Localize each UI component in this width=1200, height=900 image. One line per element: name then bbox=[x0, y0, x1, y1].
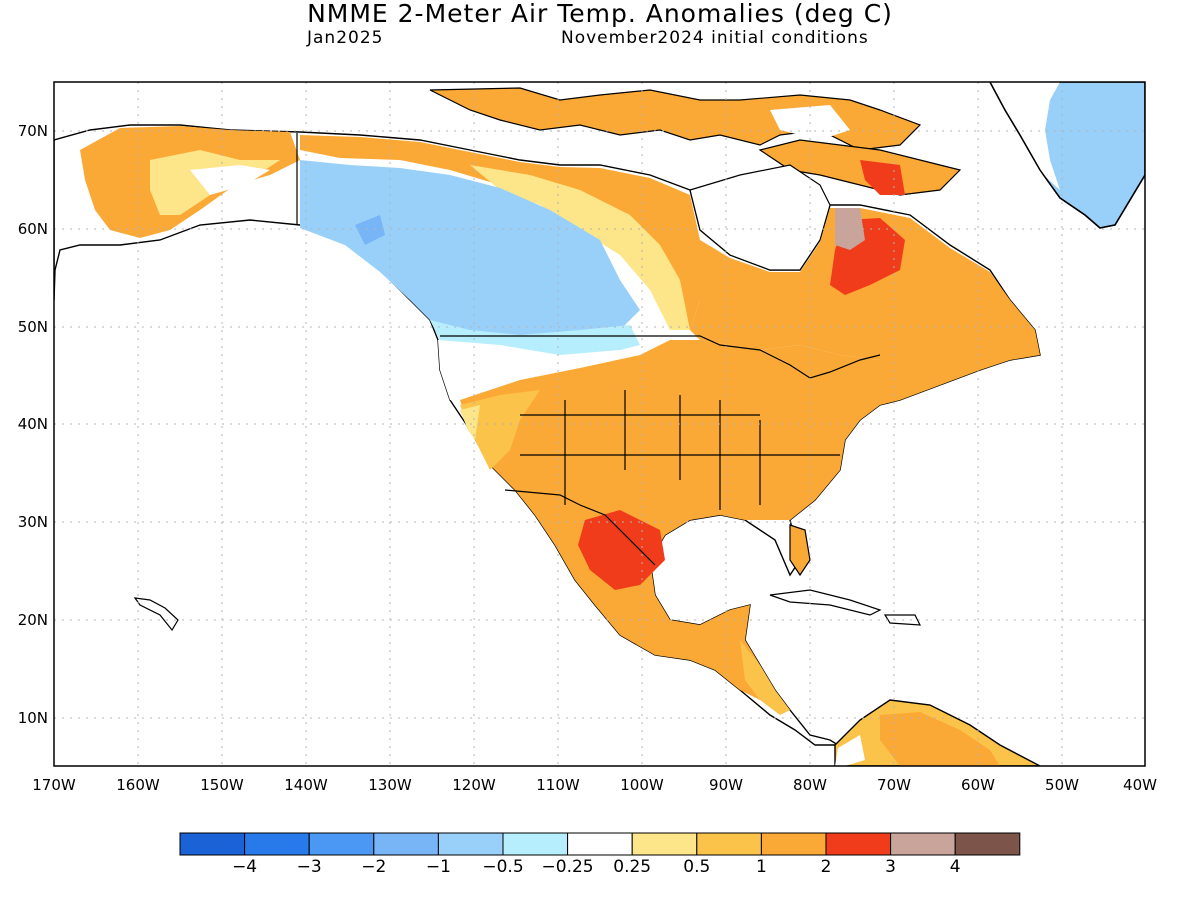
colorbar-swatch bbox=[890, 832, 956, 856]
lat-label: 60N bbox=[18, 220, 48, 238]
colorbar-label: −0.25 bbox=[542, 857, 594, 877]
hudson-bay bbox=[689, 164, 831, 271]
lon-label: 70W bbox=[877, 776, 911, 794]
colorbar-swatch bbox=[760, 832, 827, 856]
colorbar-swatch bbox=[631, 832, 698, 856]
lon-label: 50W bbox=[1045, 776, 1079, 794]
hawaii bbox=[133, 597, 179, 632]
central-america-light-anomaly bbox=[740, 640, 790, 715]
south-america-warm-anomaly bbox=[880, 712, 1000, 766]
forecast-month: Jan2025 bbox=[307, 28, 384, 48]
baffin-island bbox=[758, 139, 962, 196]
lon-label: 140W bbox=[284, 776, 328, 794]
colorbar-label: 0.25 bbox=[613, 857, 651, 877]
cold-core bbox=[355, 215, 385, 245]
lon-label: 90W bbox=[709, 776, 743, 794]
colorbar-swatch bbox=[308, 832, 375, 856]
lat-label: 10N bbox=[18, 709, 48, 727]
lat-label: 30N bbox=[18, 513, 48, 531]
colorbar-swatch bbox=[954, 832, 1021, 856]
initial-conditions: November2024 initial conditions bbox=[561, 28, 869, 48]
colorbar-swatch bbox=[502, 832, 569, 856]
colorbar-label: −3 bbox=[297, 857, 322, 877]
lat-label: 40N bbox=[18, 415, 48, 433]
greenland-coastline bbox=[989, 82, 1145, 229]
lon-label: 110W bbox=[536, 776, 580, 794]
colorbar-swatch bbox=[567, 832, 633, 856]
colorbar-label: −0.5 bbox=[482, 857, 523, 877]
chart-title: NMME 2-Meter Air Temp. Anomalies (deg C) bbox=[307, 0, 893, 28]
lat-label: 20N bbox=[18, 611, 48, 629]
colorbar-label: 2 bbox=[821, 857, 832, 877]
colorbar-swatch bbox=[696, 832, 762, 856]
colorbar-swatch bbox=[244, 832, 310, 856]
alaska-white-anomaly bbox=[190, 165, 270, 195]
gridlines bbox=[54, 82, 1145, 766]
lon-label: 150W bbox=[200, 776, 244, 794]
pacific-northwest-neutral bbox=[438, 340, 640, 405]
south-america-white-patch bbox=[835, 735, 865, 766]
colorbar-label: −4 bbox=[232, 857, 257, 877]
colorbar-swatch bbox=[373, 832, 439, 856]
arctic-coast-warm-anomaly bbox=[300, 135, 700, 330]
us-yellow-anomaly bbox=[460, 405, 480, 440]
colorbar-label: −2 bbox=[361, 857, 386, 877]
colorbar-label: −1 bbox=[426, 857, 451, 877]
us-light-warm-anomaly bbox=[460, 390, 540, 470]
texas-hot-anomaly bbox=[578, 510, 665, 590]
lon-label: 160W bbox=[116, 776, 160, 794]
lon-label: 40W bbox=[1123, 776, 1157, 794]
lon-label: 100W bbox=[620, 776, 664, 794]
colorbar-label: 4 bbox=[950, 857, 961, 877]
lat-label: 50N bbox=[18, 318, 48, 336]
lon-label: 120W bbox=[452, 776, 496, 794]
cuba bbox=[769, 589, 882, 616]
lon-label: 130W bbox=[368, 776, 412, 794]
lon-label: 80W bbox=[793, 776, 827, 794]
plot-frame bbox=[53, 81, 1146, 767]
eastern-canada-warm-anomaly bbox=[690, 208, 1040, 405]
lon-label: 60W bbox=[961, 776, 995, 794]
lon-label: 170W bbox=[32, 776, 76, 794]
arctic-coast-light-anomaly bbox=[470, 165, 690, 330]
colorbar-swatch bbox=[179, 832, 246, 856]
arctic-islands bbox=[429, 87, 922, 151]
lat-label: 70N bbox=[18, 122, 48, 140]
labrador-max-anomaly bbox=[835, 208, 865, 250]
baffin-hot-spot bbox=[860, 160, 905, 195]
longitude-labels: 170W 160W 150W 140W 130W 120W 110W 100W … bbox=[32, 776, 1157, 794]
florida-peninsula bbox=[789, 524, 811, 577]
greenland-white-coast bbox=[990, 82, 1060, 190]
latitude-labels: 70N 60N 50N 40N 30N 20N 10N bbox=[18, 122, 48, 727]
colorbar-label: 3 bbox=[885, 857, 896, 877]
colorbar: −4 −3 −2 −1 −0.5 −0.25 0.25 0.5 1 2 3 4 bbox=[179, 832, 1021, 877]
colorbar-swatch bbox=[825, 832, 892, 856]
political-boundaries bbox=[296, 133, 881, 566]
colorbar-label: 1 bbox=[756, 857, 767, 877]
western-canada-cold-anomaly bbox=[300, 160, 640, 345]
colorbar-swatch bbox=[437, 832, 504, 856]
colorbar-label: 0.5 bbox=[683, 857, 710, 877]
map-fields bbox=[54, 82, 1145, 766]
